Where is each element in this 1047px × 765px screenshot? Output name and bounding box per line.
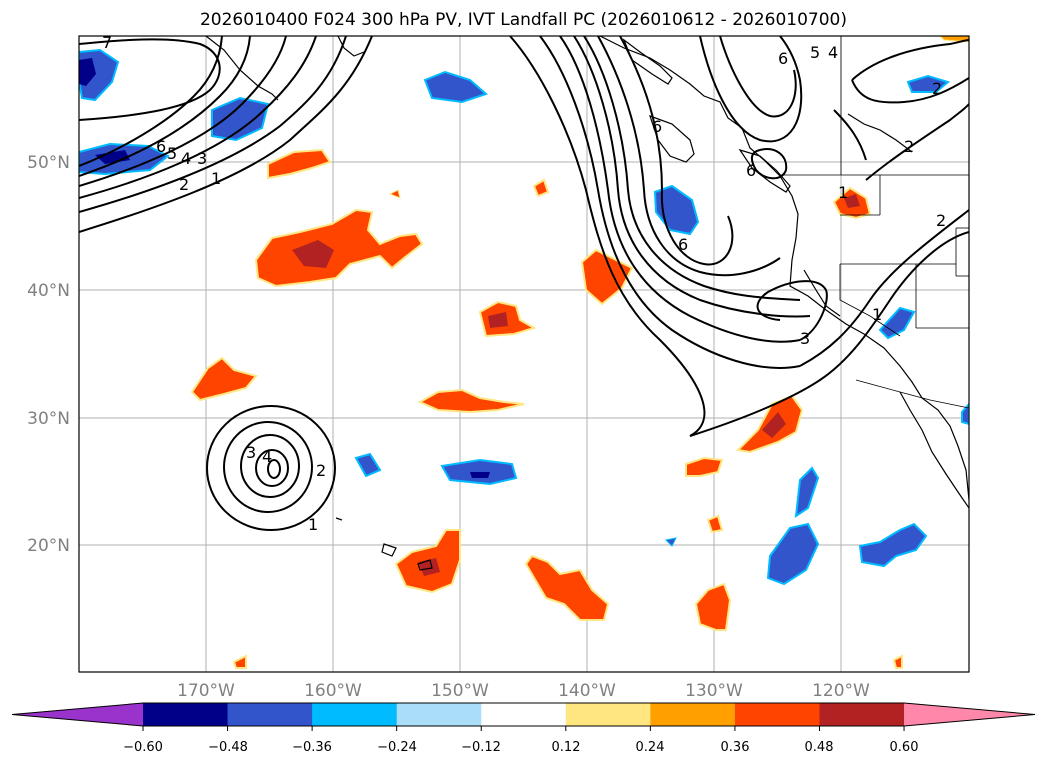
map-frame <box>78 35 970 673</box>
blob-neg-core <box>470 472 490 478</box>
contour-label: 2 <box>316 461 326 480</box>
colorbar-tick: 0.24 <box>636 740 665 755</box>
lon-tick: 120°W <box>812 681 870 701</box>
colorbar-segment <box>565 703 651 726</box>
lat-tick: 40°N <box>27 281 70 301</box>
blob-neg <box>211 96 270 142</box>
contour-label: 2 <box>179 175 189 194</box>
contour-label: 4 <box>181 149 191 168</box>
contour-label: 4 <box>828 43 838 62</box>
blob-pos <box>388 189 401 199</box>
colorbar-under-extension <box>12 703 143 726</box>
contour-label: 3 <box>197 149 207 168</box>
colorbar-over-extension <box>904 703 1035 726</box>
borders <box>780 36 969 409</box>
colorbar-tick: −0.36 <box>292 740 332 755</box>
contour-label: 1 <box>211 169 221 188</box>
contour-label: 3 <box>800 329 810 348</box>
colorbar-tick: 0.36 <box>721 740 750 755</box>
blob-pos <box>417 388 525 414</box>
blob-neg <box>766 522 820 586</box>
contour-label: 6 <box>652 117 662 136</box>
lon-tick: 150°W <box>431 681 489 701</box>
blob-pos <box>190 356 258 402</box>
lon-tick: 140°W <box>558 681 616 701</box>
contour-label: 1 <box>308 515 318 534</box>
lat-tick-labels: 50°N 40°N 30°N 20°N <box>27 153 70 556</box>
blob-pos <box>232 654 247 669</box>
lat-tick: 20°N <box>27 536 70 556</box>
colorbar-tick: −0.48 <box>208 740 248 755</box>
blob-neg <box>858 522 928 568</box>
colorbar-segment <box>396 703 482 726</box>
colorbar-segment <box>650 703 736 726</box>
blob-neg <box>423 70 488 104</box>
blob-neg-core <box>79 58 96 86</box>
blob-pos-core <box>844 194 860 208</box>
colorbar-tick: −0.12 <box>461 740 501 755</box>
blob-neg <box>794 466 820 519</box>
gridlines <box>79 36 969 672</box>
contour-label: 2 <box>904 137 914 156</box>
colorbar-segment <box>227 703 313 726</box>
contour-label: 6 <box>746 161 756 180</box>
blob-pos <box>892 654 903 669</box>
blob-pos-core <box>292 240 334 268</box>
contour-label: 5 <box>167 144 177 163</box>
colorbar-segment <box>312 703 398 726</box>
colorbar-tick: 0.60 <box>890 740 919 755</box>
colorbar <box>11 702 1036 731</box>
colorbar-tick: 0.12 <box>552 740 581 755</box>
coastlines <box>205 36 969 571</box>
contour-label: 6 <box>678 235 688 254</box>
lon-tick: 160°W <box>304 681 362 701</box>
lat-tick: 30°N <box>27 409 70 429</box>
blob-pos <box>267 148 332 180</box>
lon-tick: 170°W <box>177 681 235 701</box>
lon-tick: 130°W <box>685 681 743 701</box>
contour-label: 3 <box>246 443 256 462</box>
colorbar-segment <box>143 703 229 726</box>
blob-pos <box>685 456 724 477</box>
contour-labels: 7 6 5 4 3 2 1 6 6 6 6 5 4 2 2 1 3 2 1 4 … <box>102 33 946 534</box>
blob-pos <box>694 582 732 631</box>
colorbar-segment <box>819 703 905 726</box>
lat-tick: 50°N <box>27 153 70 173</box>
blob-neg <box>354 452 382 478</box>
colorbar-tick: 0.48 <box>805 740 834 755</box>
colorbar-tick-labels: −0.60 −0.48 −0.36 −0.24 −0.12 0.12 0.24 … <box>123 740 918 755</box>
colorbar-tick: −0.24 <box>377 740 417 755</box>
blob-pos <box>532 178 550 198</box>
blob-pos <box>706 514 724 534</box>
blob-pos-core <box>762 412 786 438</box>
contour-label: 1 <box>872 305 882 324</box>
contour-label: 5 <box>810 43 820 62</box>
blob-pos <box>524 554 610 621</box>
lon-tick-labels: 170°W 160°W 150°W 140°W 130°W 120°W <box>177 681 870 701</box>
blob-pos <box>254 208 424 288</box>
colorbar-tick: −0.60 <box>123 740 163 755</box>
contour-label: 6 <box>156 137 166 156</box>
ivt-contours <box>79 36 969 531</box>
figure-title: 2026010400 F024 300 hPa PV, IVT Landfall… <box>199 10 847 30</box>
blob-neg <box>664 537 677 547</box>
contour-label: 2 <box>936 211 946 230</box>
blob-neg <box>961 402 969 426</box>
blob-neg <box>906 74 951 93</box>
contour-label: 2 <box>932 79 942 98</box>
colorbar-segment <box>734 703 820 726</box>
colorbar-segment <box>481 703 567 726</box>
contour-label: 4 <box>262 447 272 466</box>
blob-pos-core <box>488 312 508 328</box>
blob-neg <box>878 306 916 340</box>
contour-label: 6 <box>778 49 788 68</box>
contour-label: 1 <box>838 183 848 202</box>
contour-label: 7 <box>102 33 112 52</box>
